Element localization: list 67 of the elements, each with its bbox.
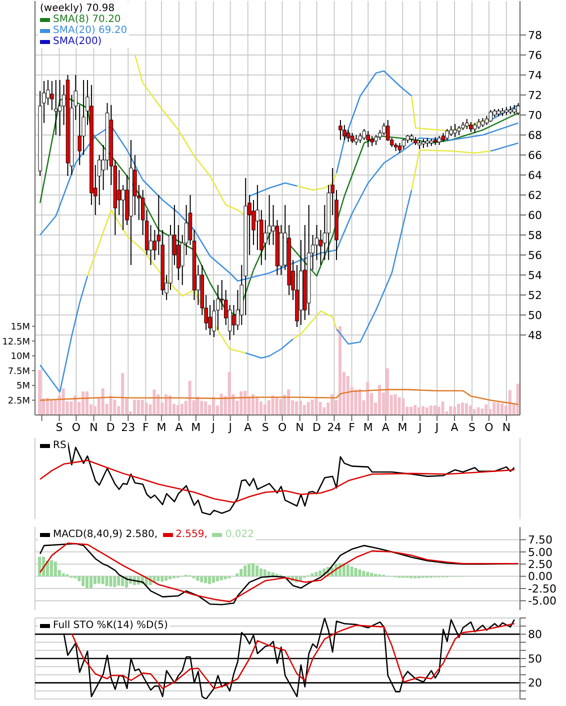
y-tick-label: 2.50: [528, 558, 552, 572]
x-tick-label: A: [382, 420, 390, 434]
y2-tick-label: 7.5M: [8, 366, 30, 377]
y-tick-label: 54: [528, 268, 542, 282]
x-tick-label: J: [228, 420, 232, 434]
x-tick-label: 24: [327, 420, 342, 434]
x-tick-label: J: [417, 420, 422, 434]
x-tick-label: O: [72, 420, 81, 434]
legend-label: 2.559,: [176, 529, 208, 540]
x-tick-label: S: [56, 420, 63, 434]
legend-label: SMA(20) 69.20: [53, 25, 128, 36]
y-tick-label: 80: [528, 628, 542, 642]
legend-label: Full STO %K(14) %D(5): [53, 620, 168, 631]
y-tick-label: 76: [528, 48, 542, 62]
y-tick-label: 0.00: [528, 570, 552, 584]
y-tick-label: -5.00: [528, 594, 556, 608]
y-tick-label: 50: [528, 308, 542, 322]
x-tick-label: M: [398, 420, 408, 434]
x-tick-label: M: [363, 420, 373, 434]
y-tick-label: 5.00: [528, 546, 552, 559]
y2-tick-label: 2.5M: [8, 396, 30, 406]
x-tick-label: S: [262, 420, 269, 434]
legend-label: SMA(8) 70.20: [53, 14, 121, 25]
x-tick-label: 23: [121, 420, 136, 434]
y-tick-label: 56: [528, 248, 542, 262]
y-tick-label: 58: [528, 228, 542, 242]
y2-tick-label: 10M: [10, 352, 30, 362]
y2-tick-label: 15M: [10, 322, 30, 332]
x-tick-label: O: [484, 420, 494, 434]
x-tick-label: S: [468, 420, 476, 434]
y-tick-label: 64: [528, 168, 542, 182]
y2-tick-label: 12.5M: [2, 337, 30, 348]
y-tick-label: 60: [528, 208, 542, 222]
y-tick-label: 50: [528, 652, 542, 666]
x-tick-label: D: [106, 420, 115, 434]
x-tick-label: N: [90, 420, 98, 434]
y-tick-label: 68: [528, 128, 542, 142]
legend-label: SMA(200): [53, 36, 102, 47]
x-tick-label: A: [450, 420, 459, 434]
x-tick-label: N: [296, 420, 304, 434]
y-tick-label: 20: [528, 676, 542, 690]
x-tick-label: M: [156, 420, 166, 434]
y-tick-label: 74: [528, 68, 542, 82]
legend-label: RS: [53, 440, 66, 451]
y-tick-label: 66: [528, 148, 542, 162]
x-tick-label: D: [312, 420, 321, 434]
x-tick-label: J: [434, 420, 439, 434]
y-tick-label: 48: [528, 328, 542, 342]
y-tick-label: 52: [528, 288, 542, 302]
y-tick-label: 7.50: [528, 534, 552, 547]
y-tick-label: 78: [528, 28, 542, 42]
x-tick-label: A: [175, 420, 184, 434]
chart-title: (weekly) 70.98: [40, 3, 116, 14]
x-tick-label: F: [348, 420, 355, 434]
y-tick-label: 70: [528, 108, 542, 122]
y-tick-label: 72: [528, 88, 542, 102]
x-tick-label: A: [244, 420, 252, 434]
legend-label: 0.022: [225, 529, 254, 540]
legend-label: MACD(8,40,9) 2.580,: [53, 529, 158, 540]
x-tick-label: F: [142, 420, 149, 434]
x-tick-label: J: [210, 420, 216, 434]
x-tick-label: O: [278, 420, 287, 434]
y-tick-label: 62: [528, 188, 542, 202]
x-tick-label: M: [191, 420, 201, 434]
y2-tick-label: 5M: [16, 382, 30, 392]
y-tick-label: -2.50: [528, 582, 556, 596]
x-tick-label: N: [502, 420, 511, 434]
